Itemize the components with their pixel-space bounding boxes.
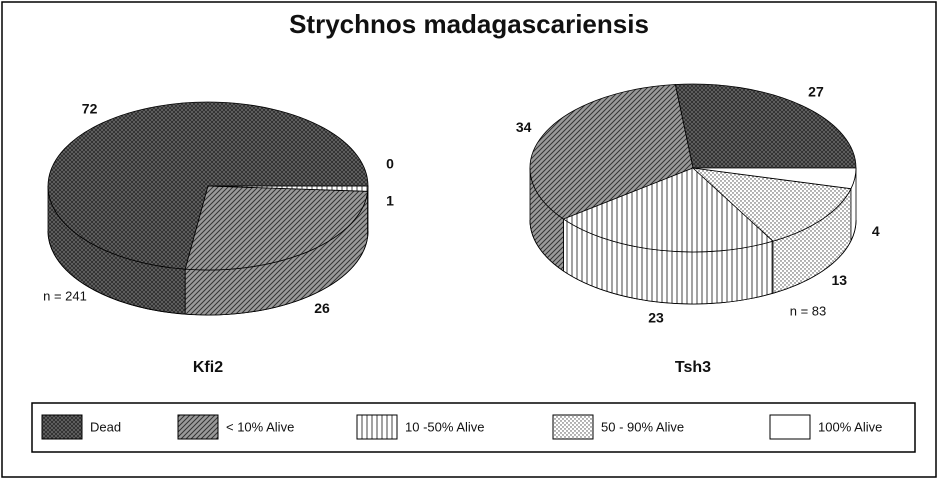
pie-slice bbox=[562, 167, 774, 253]
legend-swatch bbox=[177, 414, 219, 440]
legend-label: 50 - 90% Alive bbox=[601, 419, 684, 434]
n-label: n = 83 bbox=[790, 303, 827, 318]
chart-title: Strychnos madagascariensis bbox=[289, 9, 649, 39]
data-label: 0 bbox=[386, 156, 394, 172]
data-label: 72 bbox=[82, 101, 98, 117]
data-label: 1 bbox=[386, 193, 394, 209]
data-label: 13 bbox=[831, 272, 847, 288]
pie-label: Tsh3 bbox=[675, 359, 711, 376]
legend-swatch bbox=[552, 414, 594, 440]
legend-label: Dead bbox=[90, 419, 121, 434]
legend-label: < 10% Alive bbox=[226, 419, 294, 434]
legend-label: 10 -50% Alive bbox=[405, 419, 485, 434]
n-label: n = 241 bbox=[43, 288, 87, 303]
data-label: 4 bbox=[872, 223, 880, 239]
legend-swatch bbox=[769, 414, 811, 440]
legend-label: 100% Alive bbox=[818, 419, 882, 434]
pie-slice bbox=[47, 101, 369, 270]
legend-swatch bbox=[41, 414, 83, 440]
pie-slice bbox=[184, 185, 369, 271]
pie-slice bbox=[691, 167, 852, 242]
pie-slice bbox=[692, 167, 857, 190]
data-label: 27 bbox=[808, 84, 824, 100]
legend-swatch bbox=[356, 414, 398, 440]
data-label: 23 bbox=[648, 309, 664, 325]
pie-slice bbox=[674, 83, 857, 169]
legend-box bbox=[31, 402, 916, 453]
data-label: 34 bbox=[516, 119, 532, 135]
pie-label: Kfi2 bbox=[193, 359, 223, 376]
pie-slice bbox=[529, 84, 694, 220]
data-label: 26 bbox=[314, 300, 330, 316]
